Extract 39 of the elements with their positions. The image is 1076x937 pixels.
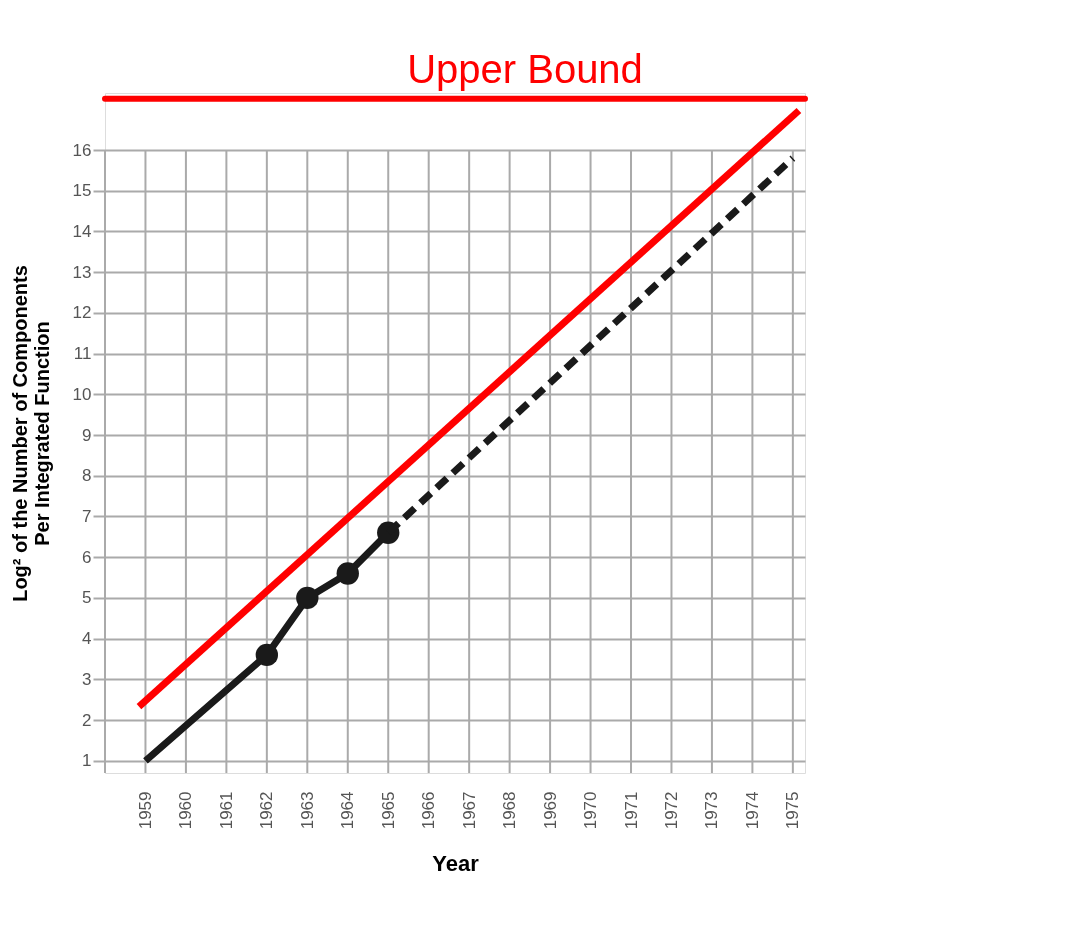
- x-tick-label: 1966: [419, 791, 439, 830]
- x-axis-title: Year: [432, 851, 480, 877]
- y-tick-label: 5: [82, 588, 92, 608]
- y-tick-label: 16: [72, 140, 92, 160]
- x-tick-label: 1972: [661, 791, 681, 830]
- x-tick-label: 1968: [500, 791, 520, 830]
- x-tick-label: 1971: [621, 791, 641, 830]
- y-tick-label: 11: [73, 344, 92, 364]
- y-tick-label: 15: [72, 181, 92, 201]
- y-tick-label: 6: [82, 547, 92, 567]
- y-axis-title: Log² of the Number of Components Per Integrated Function: [8, 265, 53, 602]
- y-tick-label: 8: [82, 466, 92, 486]
- x-tick-label: 1965: [378, 791, 398, 830]
- y-tick-label: 1: [82, 751, 92, 771]
- y-tick-label: 12: [72, 303, 92, 323]
- point: [296, 586, 319, 610]
- x-tick-label: 1975: [783, 791, 803, 830]
- x-tick-label: 1960: [176, 791, 196, 830]
- y-tick-label: 4: [82, 629, 92, 649]
- x-tick-label: 1959: [135, 791, 155, 830]
- x-tick-label: 1962: [257, 791, 277, 830]
- y-tick-label: 10: [72, 384, 92, 404]
- y-tick-label: 14: [72, 221, 92, 241]
- x-tick-label: 1974: [742, 791, 762, 830]
- point: [336, 562, 359, 585]
- x-tick-label: 1963: [297, 791, 317, 830]
- x-tick-label: 1964: [338, 791, 358, 830]
- point: [255, 643, 279, 667]
- ref-line-label: Upper Bound: [407, 46, 643, 91]
- y-tick-label: 13: [72, 262, 92, 282]
- x-tick-label: 1969: [540, 791, 560, 830]
- x-tick-label: 1961: [216, 791, 236, 830]
- y-tick-label: 3: [82, 669, 92, 689]
- y-tick-label: 7: [82, 506, 92, 526]
- x-tick-label: 1967: [459, 791, 479, 830]
- x-tick-label: 1973: [702, 791, 722, 830]
- y-tick-label: 2: [82, 710, 92, 730]
- y-tick-label: 9: [82, 425, 92, 445]
- x-tick-label: 1970: [581, 791, 601, 830]
